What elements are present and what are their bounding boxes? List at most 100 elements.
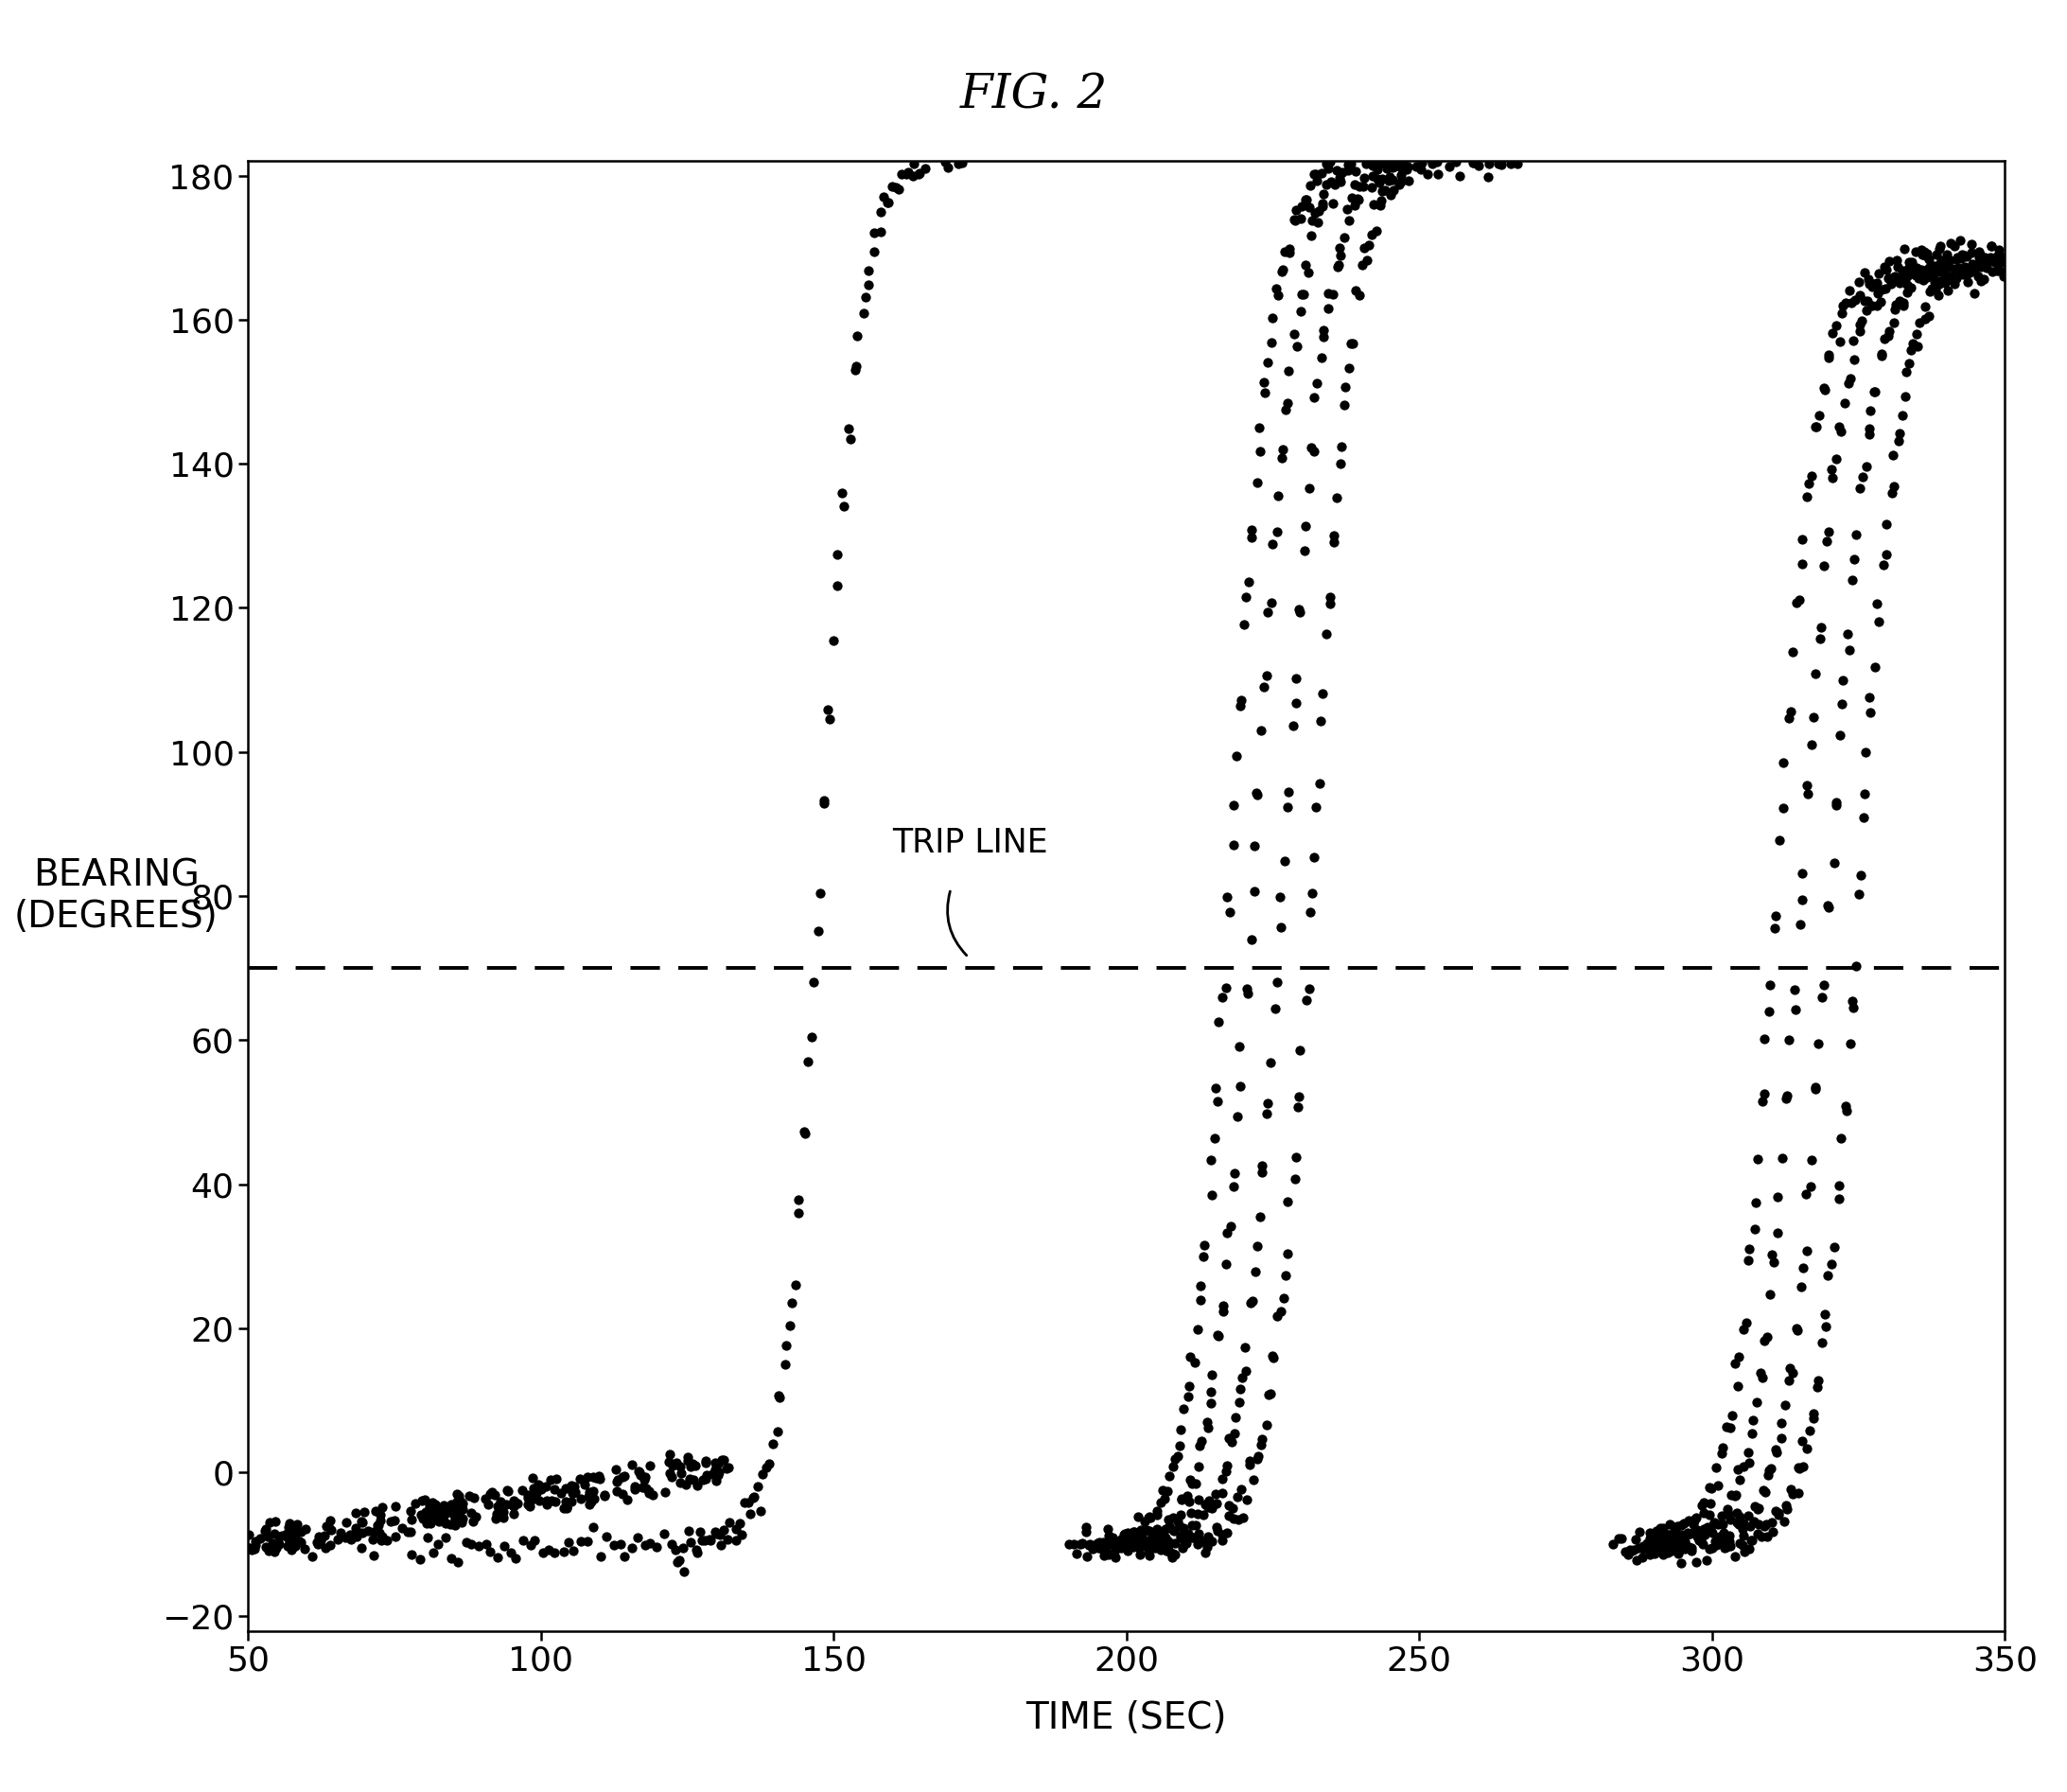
- Point: [1166, 1486, 1199, 1514]
- Point: [1104, 1525, 1137, 1554]
- Point: [329, 1523, 362, 1552]
- Point: [1864, 274, 1898, 303]
- Point: [1722, 1455, 1755, 1484]
- Point: [496, 1500, 529, 1529]
- Point: [606, 1480, 639, 1509]
- Point: [1224, 692, 1257, 720]
- Point: [726, 1520, 759, 1548]
- Point: [502, 1489, 535, 1518]
- Point: [405, 1486, 438, 1514]
- Point: [1306, 192, 1339, 220]
- Point: [1759, 1435, 1792, 1464]
- Point: [482, 1491, 515, 1520]
- Point: [1217, 1495, 1251, 1523]
- Point: [653, 1448, 686, 1477]
- Point: [1263, 882, 1296, 910]
- Point: [1753, 998, 1786, 1027]
- Point: [1943, 256, 1976, 285]
- Point: [1484, 151, 1517, 179]
- Point: [1271, 778, 1304, 806]
- Point: [1228, 1333, 1261, 1362]
- Point: [558, 1473, 591, 1502]
- Point: [1065, 1529, 1098, 1557]
- Point: [1755, 1507, 1788, 1536]
- Point: [302, 1530, 335, 1559]
- Point: [1279, 332, 1313, 360]
- Point: [444, 1487, 477, 1516]
- Point: [1370, 154, 1403, 183]
- Point: [680, 1538, 713, 1566]
- Point: [1255, 1342, 1288, 1371]
- Point: [1286, 280, 1319, 308]
- Point: [1168, 1530, 1201, 1559]
- Point: [1112, 1527, 1145, 1555]
- Point: [1771, 1495, 1804, 1523]
- Point: [1957, 254, 1991, 283]
- Point: [752, 1450, 785, 1478]
- Point: [1248, 367, 1282, 396]
- Point: [1106, 1527, 1139, 1555]
- Point: [649, 1477, 682, 1505]
- Point: [1893, 349, 1926, 378]
- Point: [248, 1516, 281, 1545]
- Point: [1823, 412, 1856, 441]
- Point: [1643, 1534, 1676, 1563]
- Point: [1761, 1183, 1794, 1211]
- Point: [1230, 1357, 1263, 1385]
- Point: [1728, 1538, 1761, 1566]
- Point: [506, 1525, 539, 1554]
- Point: [1205, 1521, 1238, 1550]
- Point: [570, 1462, 604, 1491]
- Point: [573, 1489, 606, 1518]
- Point: [1668, 1536, 1701, 1564]
- Point: [858, 219, 891, 247]
- Point: [746, 1460, 779, 1489]
- Point: [699, 1466, 732, 1495]
- Point: [1771, 1367, 1804, 1396]
- Point: [1813, 518, 1846, 547]
- Point: [1176, 1523, 1209, 1552]
- Point: [480, 1480, 513, 1509]
- Point: [686, 1525, 719, 1554]
- Point: [1608, 1538, 1641, 1566]
- Point: [1976, 246, 2009, 274]
- Point: [761, 1417, 794, 1446]
- Point: [1718, 1482, 1751, 1511]
- Point: [1331, 195, 1364, 224]
- Point: [1120, 1521, 1153, 1550]
- Point: [1145, 1532, 1178, 1561]
- Point: [1864, 287, 1898, 315]
- Point: [1685, 1520, 1718, 1548]
- Point: [1860, 269, 1893, 297]
- Point: [1910, 238, 1943, 267]
- Point: [1637, 1539, 1670, 1568]
- Point: [1858, 378, 1891, 407]
- Point: [529, 1471, 562, 1500]
- Point: [1838, 545, 1871, 573]
- Point: [1747, 1475, 1780, 1503]
- Point: [1129, 1532, 1162, 1561]
- Point: [430, 1498, 463, 1527]
- Point: [1720, 1480, 1753, 1509]
- Point: [1699, 1509, 1732, 1538]
- Point: [1889, 382, 1922, 410]
- Point: [664, 1546, 697, 1575]
- Point: [1439, 147, 1472, 176]
- Point: [1864, 339, 1898, 367]
- Point: [1873, 247, 1906, 276]
- Point: [537, 1475, 570, 1503]
- Point: [575, 1482, 608, 1511]
- Point: [1664, 1527, 1697, 1555]
- Point: [1935, 262, 1968, 290]
- Point: [1873, 263, 1906, 292]
- Point: [1346, 172, 1379, 201]
- Point: [1809, 1299, 1842, 1328]
- Point: [1093, 1539, 1127, 1568]
- Point: [364, 1527, 397, 1555]
- Point: [1945, 240, 1978, 269]
- Point: [597, 1530, 630, 1559]
- Point: [1168, 1394, 1201, 1423]
- Point: [444, 1509, 477, 1538]
- Point: [1104, 1530, 1137, 1559]
- Point: [1240, 781, 1273, 810]
